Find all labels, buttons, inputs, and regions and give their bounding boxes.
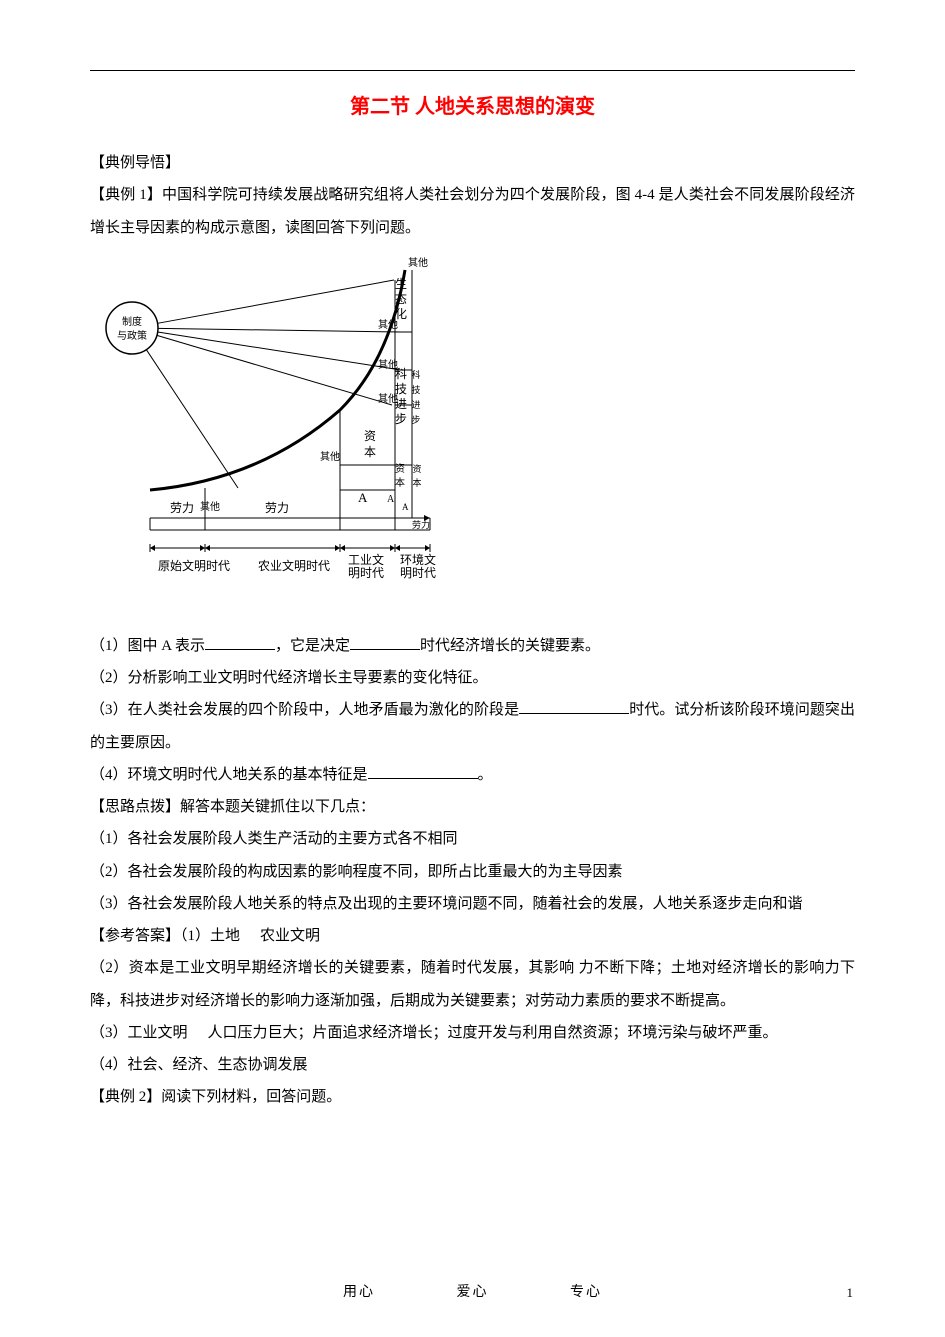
blank <box>350 635 420 650</box>
svg-text:本: 本 <box>395 476 405 489</box>
svg-text:A: A <box>387 494 395 505</box>
svg-text:化: 化 <box>395 307 407 321</box>
answer-4: （4）社会、经济、生态协调发展 <box>90 1049 855 1081</box>
svg-text:技: 技 <box>395 382 407 396</box>
answer-1: 【参考答案】（1）土地 农业文明 <box>90 920 855 952</box>
hint-2: （2）各社会发展阶段的构成因素的影响程度不同，即所占比重最大的为主导因素 <box>90 856 855 888</box>
svg-text:A: A <box>358 490 368 505</box>
svg-text:其他: 其他 <box>200 500 220 513</box>
footer-word-2: 爱心 <box>457 1285 489 1300</box>
ans3-rest: 人口压力巨大；片面追求经济增长；过度开发与利用自然资源；环境污染与破坏严重。 <box>208 1025 778 1041</box>
svg-text:明时代: 明时代 <box>348 566 384 580</box>
svg-text:劳力: 劳力 <box>265 501 289 515</box>
page-number: 1 <box>847 1285 854 1301</box>
footer-word-3: 专心 <box>570 1285 602 1300</box>
svg-text:其他: 其他 <box>320 450 340 463</box>
top-rule <box>90 70 855 71</box>
blank <box>368 764 478 779</box>
svg-text:科: 科 <box>411 369 420 380</box>
svg-text:科: 科 <box>395 367 407 381</box>
blank <box>205 635 275 650</box>
svg-text:劳力: 劳力 <box>170 501 194 515</box>
q1-mid: ，它是决定 <box>275 638 350 654</box>
svg-text:原始文明时代: 原始文明时代 <box>158 558 230 573</box>
hint-1: （1）各社会发展阶段人类生产活动的主要方式各不相同 <box>90 823 855 855</box>
svg-text:本: 本 <box>412 477 421 488</box>
svg-text:资: 资 <box>412 464 421 474</box>
q1-prefix: （1）图中 A 表示 <box>90 638 205 654</box>
svg-text:生: 生 <box>395 277 407 291</box>
svg-text:A: A <box>402 502 409 512</box>
svg-text:进: 进 <box>411 400 420 410</box>
question-1: （1）图中 A 表示 ，它是决定 时代经济增长的关键要素。 <box>90 630 855 662</box>
q4-prefix: （4）环境文明时代人地关系的基本特征是 <box>90 767 368 783</box>
svg-text:明时代: 明时代 <box>400 566 436 580</box>
ans1-suffix: 农业文明 <box>260 928 320 944</box>
q4-suffix: 。 <box>478 767 493 783</box>
answer-2: （2）资本是工业文明早期经济增长的关键要素，随着时代发展，其影响 力不断下降；土… <box>90 952 855 1017</box>
footer-motto: 用心 爱心 专心 <box>0 1281 945 1301</box>
svg-text:资: 资 <box>395 463 405 475</box>
svg-text:其他: 其他 <box>408 256 428 269</box>
example2-intro: 【典例 2】阅读下列材料，回答问题。 <box>90 1081 855 1113</box>
svg-text:进: 进 <box>395 397 407 411</box>
hint-label: 【思路点拨】解答本题关键抓住以下几点： <box>90 791 855 823</box>
svg-text:技: 技 <box>411 384 420 395</box>
svg-text:与政策: 与政策 <box>117 329 147 342</box>
q1-suffix: 时代经济增长的关键要素。 <box>420 638 600 654</box>
q3-prefix: （3）在人类社会发展的四个阶段中，人地矛盾最为激化的阶段是 <box>90 702 519 718</box>
ans1-prefix: 【参考答案】（1）土地 <box>90 928 240 944</box>
svg-text:环境文: 环境文 <box>400 552 436 567</box>
svg-text:制度: 制度 <box>122 315 142 328</box>
hint-3: （3）各社会发展阶段人地关系的特点及出现的主要环境问题不同，随着社会的发展，人地… <box>90 888 855 920</box>
svg-text:农业文明时代: 农业文明时代 <box>258 558 330 573</box>
svg-text:劳力: 劳力 <box>412 519 430 530</box>
question-2: （2）分析影响工业文明时代经济增长主导要素的变化特征。 <box>90 662 855 694</box>
section-label-examples: 【典例导悟】 <box>90 147 855 179</box>
blank <box>519 699 629 714</box>
example1-intro: 【典例 1】中国科学院可持续发展战略研究组将人类社会划分为四个发展阶段，图 4-… <box>90 179 855 244</box>
svg-text:资: 资 <box>364 429 376 443</box>
growth-factors-diagram: 制度与政策其他其他其他其他其他其他生态化科技进步科技进步资本资本资本AAA劳力劳… <box>90 250 445 615</box>
question-3: （3）在人类社会发展的四个阶段中，人地矛盾最为激化的阶段是时代。试分析该阶段环境… <box>90 694 855 759</box>
diagram-figure: 制度与政策其他其他其他其他其他其他生态化科技进步科技进步资本资本资本AAA劳力劳… <box>90 250 855 620</box>
footer-word-1: 用心 <box>343 1285 375 1300</box>
answer-3: （3）工业文明 人口压力巨大；片面追求经济增长；过度开发与利用自然资源；环境污染与… <box>90 1017 855 1049</box>
svg-text:本: 本 <box>364 445 376 459</box>
page-title: 第二节 人地关系思想的演变 <box>90 90 855 119</box>
svg-text:步: 步 <box>411 415 420 425</box>
svg-text:工业文: 工业文 <box>348 552 384 567</box>
question-4: （4）环境文明时代人地关系的基本特征是 。 <box>90 759 855 791</box>
ans3-prefix: （3）工业文明 <box>90 1025 188 1041</box>
svg-text:态: 态 <box>395 292 407 306</box>
svg-text:步: 步 <box>395 412 407 426</box>
